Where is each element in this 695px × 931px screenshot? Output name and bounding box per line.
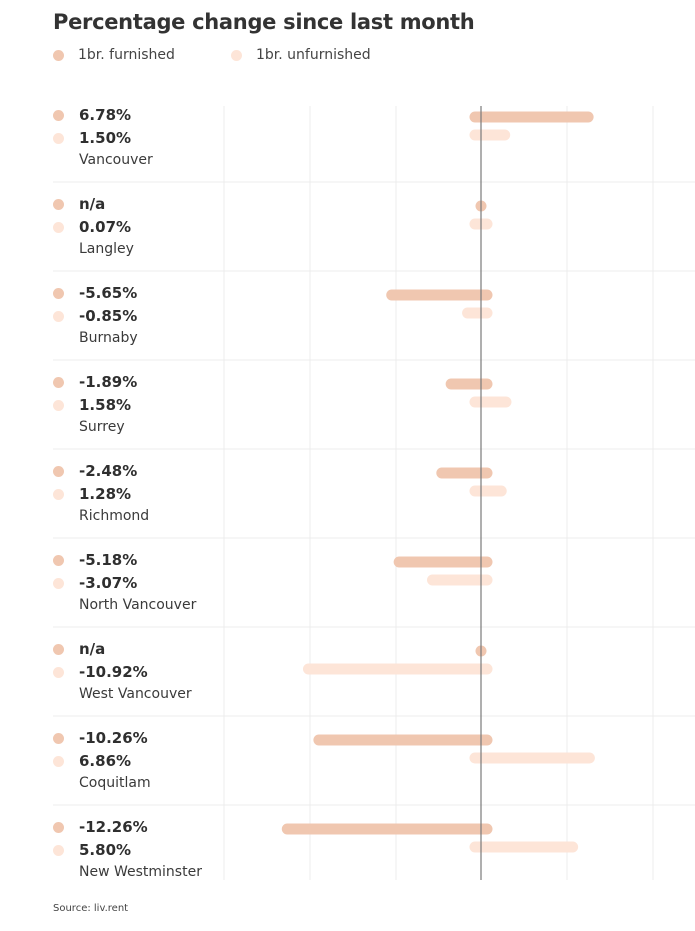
category-label: Vancouver <box>79 152 153 168</box>
data-label: -3.07% <box>79 574 138 592</box>
data-label: -0.85% <box>79 307 138 325</box>
category-label: West Vancouver <box>79 686 192 702</box>
value-line: 1.50% <box>53 129 131 147</box>
data-label: 6.78% <box>79 106 132 124</box>
category-label: Langley <box>79 241 134 257</box>
data-label: n/a <box>79 195 106 213</box>
legend-swatch-furnished <box>53 49 64 61</box>
series-dot <box>53 288 64 299</box>
data-label: n/a <box>79 640 106 658</box>
series-dot <box>53 822 64 833</box>
value-line: -0.85% <box>53 307 137 325</box>
series-dot <box>53 377 64 388</box>
category-label: Richmond <box>79 508 150 524</box>
series-dot <box>53 578 64 589</box>
data-label: 1.28% <box>79 485 132 503</box>
data-label: 1.50% <box>79 129 132 147</box>
series-dot <box>53 667 64 678</box>
data-label: 1.58% <box>79 396 132 414</box>
series-dot <box>53 133 64 144</box>
category-label: New Westminster <box>79 864 202 880</box>
legend-swatch-unfurnished <box>231 49 242 61</box>
data-label: -1.89% <box>79 373 138 391</box>
legend-item-furnished: 1br. furnished <box>53 47 175 63</box>
series-dot <box>53 199 64 210</box>
value-line: -5.18% <box>53 551 137 569</box>
data-label: 0.07% <box>79 218 132 236</box>
value-line: 1.58% <box>53 396 131 414</box>
value-line: 6.86% <box>53 752 131 770</box>
data-label: -2.48% <box>79 462 138 480</box>
legend-label-unfurnished: 1br. unfurnished <box>256 47 371 63</box>
data-label: 6.86% <box>79 752 132 770</box>
value-line: -10.26% <box>53 729 148 747</box>
category-label: Coquitlam <box>79 775 151 791</box>
value-line: -1.89% <box>53 373 137 391</box>
data-label: 5.80% <box>79 841 132 859</box>
series-dot <box>53 733 64 744</box>
value-line: n/a <box>53 640 105 658</box>
data-label: -10.92% <box>79 663 148 681</box>
value-line: 0.07% <box>53 218 131 236</box>
series-dot <box>53 311 64 322</box>
series-dot <box>53 489 64 500</box>
category-label: Burnaby <box>79 330 138 346</box>
series-dot <box>53 400 64 411</box>
data-label: -5.65% <box>79 284 138 302</box>
series-dot <box>53 222 64 233</box>
data-label: -12.26% <box>79 818 148 836</box>
value-line: -10.92% <box>53 663 148 681</box>
value-line: 6.78% <box>53 106 131 124</box>
value-line: n/a <box>53 195 105 213</box>
data-label: -10.26% <box>79 729 148 747</box>
legend-label-furnished: 1br. furnished <box>78 47 175 63</box>
value-line: -2.48% <box>53 462 137 480</box>
legend-item-unfurnished: 1br. unfurnished <box>231 47 371 63</box>
data-label: -5.18% <box>79 551 138 569</box>
value-line: -12.26% <box>53 818 148 836</box>
series-dot <box>53 845 64 856</box>
value-line: -5.65% <box>53 284 137 302</box>
series-dot <box>53 466 64 477</box>
source-note: Source: liv.rent <box>53 903 129 914</box>
category-label: Surrey <box>79 419 125 435</box>
chart-title: Percentage change since last month <box>53 10 475 34</box>
value-line: 1.28% <box>53 485 131 503</box>
category-label: North Vancouver <box>79 597 197 613</box>
series-dot <box>53 110 64 121</box>
series-dot <box>53 756 64 767</box>
series-dot <box>53 644 64 655</box>
series-dot <box>53 555 64 566</box>
value-line: -3.07% <box>53 574 137 592</box>
value-line: 5.80% <box>53 841 131 859</box>
